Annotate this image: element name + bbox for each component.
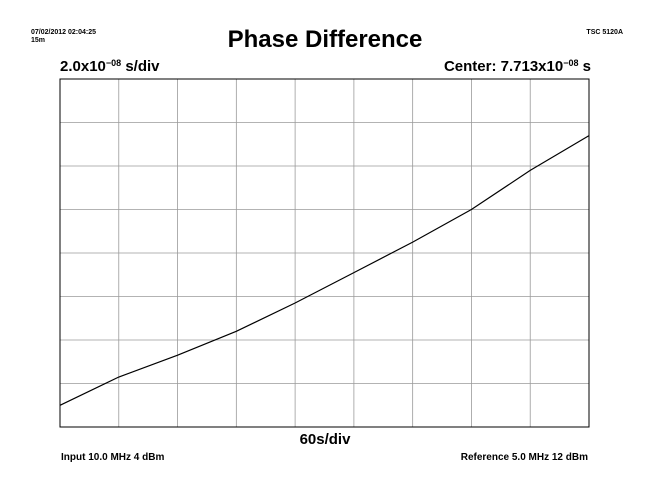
instrument-model: TSC 5120A	[586, 29, 623, 36]
center-unit: s	[578, 58, 591, 75]
center-exponent: −08	[563, 58, 579, 68]
y-scale-mantissa: 2.0x10	[60, 58, 106, 75]
center-label: Center: 7.713x10−08 s	[444, 58, 591, 75]
phase-trace	[59, 135, 590, 406]
reference-signal-label: Reference 5.0 MHz 12 dBm	[460, 452, 588, 463]
plot-frame	[59, 78, 590, 428]
timestamp: 07/02/2012 02:04:25	[31, 29, 96, 36]
center-prefix: Center: 7.713x10	[443, 58, 564, 75]
y-scale-label: 2.0x10−08 s/div	[60, 58, 160, 75]
duration-label: 15m	[31, 37, 46, 44]
chart-title: Phase Difference	[227, 26, 423, 53]
x-scale-label: 60s/div	[299, 431, 351, 448]
y-scale-exponent: −08	[105, 58, 122, 68]
plot-grid	[60, 79, 589, 427]
y-scale-unit: s/div	[121, 58, 160, 75]
input-signal-label: Input 10.0 MHz 4 dBm	[61, 452, 165, 463]
